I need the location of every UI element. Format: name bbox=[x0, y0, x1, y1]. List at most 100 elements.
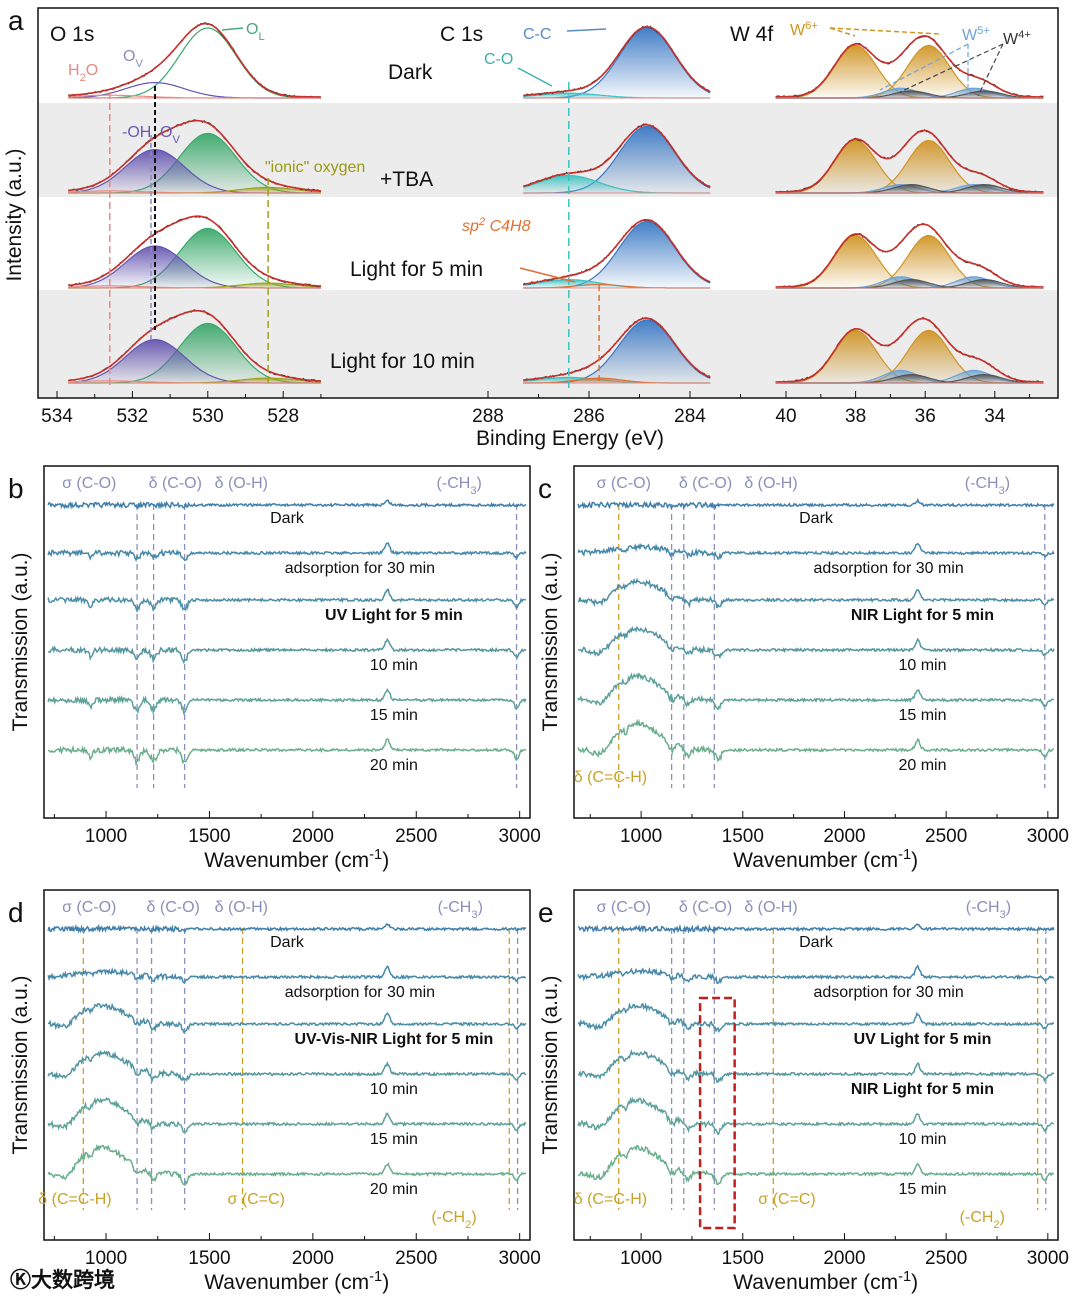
label-sp2-part: 2 bbox=[478, 216, 486, 228]
panel-e: e 1000 1500 2000 2500 3000 Wavenumber (cm-1) Tr… bbox=[538, 889, 1069, 1294]
tick-label-part: 1000 bbox=[85, 826, 127, 847]
arrow bbox=[221, 27, 244, 31]
tick-label: 3000 bbox=[499, 1248, 541, 1269]
trace-label: 15 min bbox=[370, 707, 418, 724]
panel-label: b bbox=[8, 473, 24, 504]
band-label-part: σ (C-O) bbox=[62, 475, 116, 492]
component-fill bbox=[68, 149, 321, 193]
band-label-part: ) bbox=[1005, 475, 1010, 492]
tick-label-part: 1000 bbox=[620, 826, 662, 847]
spectrum-trace bbox=[47, 923, 527, 934]
tick-label: 3000 bbox=[1027, 1248, 1069, 1269]
band-label-part: δ (O-H) bbox=[215, 899, 268, 916]
panel-a-frame bbox=[37, 7, 1059, 399]
y-axis-label-part: Transmission (a.u.) bbox=[539, 553, 562, 732]
band-label-part: 2 bbox=[465, 1219, 471, 1231]
spectrum-trace bbox=[577, 1002, 1055, 1034]
trace-label-part: 15 min bbox=[898, 707, 946, 724]
trace-label: UV Light for 5 min bbox=[325, 607, 463, 624]
tick-label: 534 bbox=[41, 406, 73, 427]
tick-label: 530 bbox=[192, 406, 224, 427]
label-ionic-part: "ionic" oxygen bbox=[265, 159, 365, 176]
panel-label-part: d bbox=[8, 897, 24, 928]
x-axis-label: Wavenumber (cm-1) bbox=[204, 847, 389, 872]
band-label-part: δ (C-O) bbox=[147, 899, 200, 916]
tick-label: 36 bbox=[915, 406, 936, 427]
band-label-part: δ (O-H) bbox=[744, 475, 797, 492]
band-label-part: 3 bbox=[471, 909, 477, 921]
label-w5: W5+ bbox=[962, 25, 990, 44]
trace-label: Dark bbox=[270, 510, 305, 527]
label-w4-part: 4+ bbox=[1018, 29, 1031, 41]
tick-label-part: 284 bbox=[674, 406, 706, 427]
spectrum-trace bbox=[577, 964, 1055, 985]
label-ov2-part: O bbox=[160, 124, 172, 141]
component-fill bbox=[523, 126, 711, 193]
component-fill bbox=[523, 320, 711, 383]
row-label-part: +TBA bbox=[380, 168, 433, 191]
band-label: (-CH3) bbox=[437, 475, 482, 497]
label-ov2: OV bbox=[160, 124, 180, 146]
band-label-part: σ (C=C) bbox=[758, 1191, 815, 1208]
spectrum-trace bbox=[577, 923, 1055, 934]
trace-label: UV-Vis-NIR Light for 5 min bbox=[295, 1031, 494, 1048]
trace-label-part: 15 min bbox=[370, 707, 418, 724]
row-label-part: Light for 10 min bbox=[330, 350, 475, 373]
label-h2o: H2O bbox=[68, 62, 98, 84]
tick-label-part: 2000 bbox=[823, 826, 865, 847]
band-label: δ (O-H) bbox=[215, 899, 268, 916]
component-curve bbox=[68, 27, 321, 99]
arrow bbox=[879, 43, 969, 95]
tick-label-part: 3000 bbox=[1027, 1248, 1069, 1269]
spectrum-trace bbox=[577, 542, 1055, 560]
band-label-part: δ (O-H) bbox=[215, 475, 268, 492]
trace-label: 10 min bbox=[370, 1081, 418, 1098]
y-axis-label: Transmission (a.u.) bbox=[539, 976, 562, 1155]
raw-spectrum bbox=[67, 22, 321, 99]
band-label: δ (C-O) bbox=[149, 475, 202, 492]
y-axis-label-part: Transmission (a.u.) bbox=[9, 553, 32, 732]
tick-label: 34 bbox=[984, 406, 1006, 427]
band-label-part: (-CH bbox=[438, 899, 472, 916]
y-axis-label-part: Transmission (a.u.) bbox=[539, 976, 562, 1155]
component-fill bbox=[68, 323, 321, 383]
tick-label-part: 1500 bbox=[188, 1248, 230, 1269]
subplot-w4f: W 4f 40 38 36 34 bbox=[730, 23, 1044, 427]
trace-label-part: 10 min bbox=[898, 657, 946, 674]
tick-label-part: 2500 bbox=[395, 1248, 437, 1269]
label-h2o-part: 2 bbox=[80, 72, 86, 84]
trace-label-part: NIR Light for 5 min bbox=[851, 1081, 994, 1098]
tick-label-part: 288 bbox=[472, 406, 504, 427]
subplot-title-part: C 1s bbox=[440, 23, 483, 46]
trace-label-part: adsorption for 30 min bbox=[285, 560, 435, 577]
trace-label-part: UV-Vis-NIR Light for 5 min bbox=[295, 1031, 494, 1048]
label-co-part: C-O bbox=[484, 51, 513, 68]
plot-frame bbox=[43, 465, 531, 819]
tick-label-part: 40 bbox=[775, 406, 796, 427]
fit-envelope bbox=[775, 317, 1044, 383]
x-axis-label-part: Wavenumber (cm bbox=[204, 849, 369, 872]
tick-label-part: 1500 bbox=[722, 1248, 764, 1269]
band-label: (-CH2) bbox=[431, 1209, 476, 1231]
band-label-part: σ (C-O) bbox=[597, 475, 651, 492]
tick-label-part: 528 bbox=[267, 406, 299, 427]
tick-label: 284 bbox=[674, 406, 706, 427]
label-ov2-part: V bbox=[172, 134, 180, 146]
band-label-part: (-CH bbox=[431, 1209, 465, 1226]
tick-label-part: 36 bbox=[915, 406, 936, 427]
band-label-part: ) bbox=[471, 1209, 476, 1226]
band-label: σ (C=C) bbox=[758, 1191, 815, 1208]
x-axis-label-part: Wavenumber (cm bbox=[733, 1271, 898, 1294]
band-label: σ (C-O) bbox=[597, 899, 651, 916]
arrow bbox=[517, 67, 553, 87]
trace-label-part: Dark bbox=[270, 934, 305, 951]
tick-label-part: 286 bbox=[573, 406, 605, 427]
band-label-part: δ (C=C-H) bbox=[574, 1191, 647, 1208]
band-label: δ (C=C-H) bbox=[38, 1191, 111, 1208]
x-axis-label-part: -1 bbox=[898, 847, 911, 863]
component-fill bbox=[523, 221, 711, 288]
tick-label: 1000 bbox=[85, 826, 127, 847]
band-label-part: σ (C=C) bbox=[228, 1191, 285, 1208]
trace-label-part: UV Light for 5 min bbox=[854, 1031, 992, 1048]
band-label: (-CH3) bbox=[438, 899, 483, 921]
